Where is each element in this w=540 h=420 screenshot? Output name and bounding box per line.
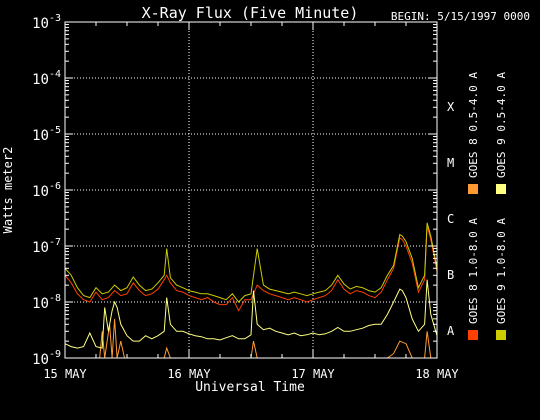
series-line-3 — [64, 279, 438, 349]
series-line-0 — [64, 225, 438, 312]
legend-label: GOES 9 1.0-8.0 A — [495, 218, 508, 324]
y-axis-label: Watts meter2 — [1, 147, 15, 234]
y-tick-label: 10-9 — [32, 349, 61, 368]
legend-swatch — [496, 184, 506, 194]
series-line-2 — [64, 222, 438, 303]
legend-label: GOES 8 0.5-4.0 A — [467, 72, 480, 178]
legend-swatch — [468, 184, 478, 194]
legend-swatch — [468, 330, 478, 340]
x-axis-label: Universal Time — [195, 380, 305, 395]
legend-label: GOES 8 1.0-8.0 A — [467, 218, 480, 324]
grid-lines — [65, 22, 437, 358]
flare-class-labels: A B C M X — [447, 100, 455, 338]
x-tick-label: 18 MAY — [415, 367, 459, 381]
axis-ticks — [64, 21, 438, 359]
y-tick-label: 10-3 — [32, 13, 61, 32]
legend: GOES 8 1.0-8.0 A GOES 8 0.5-4.0 A GOES 9 1… — [467, 72, 508, 340]
y-tick-label: 10-5 — [32, 125, 61, 144]
x-tick-labels: 15 MAY 16 MAY 17 MAY 18 MAY — [43, 367, 459, 381]
flare-class-label: M — [447, 156, 454, 170]
flare-class-label: C — [447, 212, 454, 226]
y-tick-label: 10-7 — [32, 237, 61, 256]
x-tick-label: 15 MAY — [43, 367, 87, 381]
y-tick-label: 10-8 — [32, 293, 61, 312]
flare-class-label: A — [447, 324, 455, 338]
y-tick-labels: 10-9 10-8 10-7 10-6 10-5 10-4 10-3 — [32, 13, 61, 368]
legend-label: GOES 9 0.5-4.0 A — [495, 72, 508, 178]
chart-title: X-Ray Flux (Five Minute) — [142, 4, 359, 22]
x-tick-label: 16 MAY — [167, 367, 211, 381]
x-tick-label: 17 MAY — [291, 367, 335, 381]
y-tick-label: 10-6 — [32, 181, 61, 200]
series-lines — [64, 222, 438, 359]
y-tick-label: 10-4 — [32, 69, 61, 88]
flare-class-label: B — [447, 268, 454, 282]
legend-swatch — [496, 330, 506, 340]
flare-class-label: X — [447, 100, 455, 114]
begin-label: BEGIN: 5/15/1997 0000 — [391, 10, 530, 23]
